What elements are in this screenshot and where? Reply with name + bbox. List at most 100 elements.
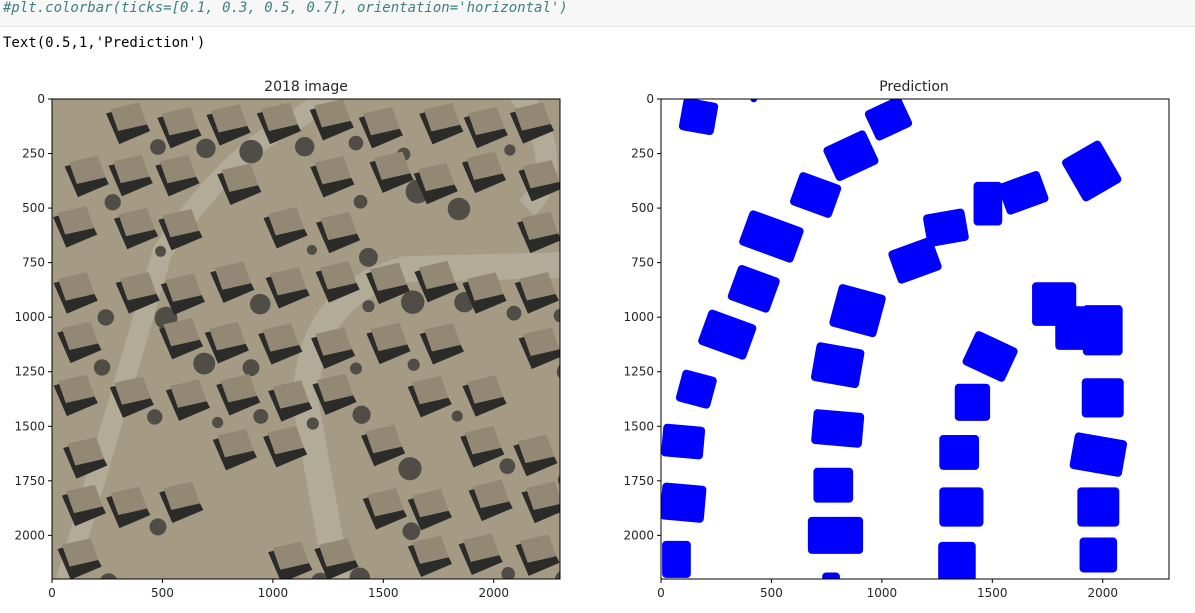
- house-roof: [525, 481, 560, 510]
- house-roof: [514, 102, 551, 131]
- ytick-label: 750: [22, 256, 45, 270]
- building-mask: [973, 181, 1003, 226]
- tree: [249, 293, 271, 315]
- building-mask: [811, 409, 865, 448]
- tree: [350, 362, 362, 375]
- tree: [348, 135, 364, 151]
- building-mask: [823, 130, 879, 182]
- ytick-label: 500: [631, 201, 654, 215]
- house-roof: [210, 104, 248, 133]
- building-mask: [1069, 432, 1128, 477]
- tree: [553, 308, 560, 323]
- house-roof: [468, 106, 505, 136]
- ytick-label: 750: [631, 256, 654, 270]
- xtick-label: 1500: [368, 586, 399, 600]
- tree: [306, 417, 319, 430]
- house-roof: [315, 327, 352, 356]
- tree: [561, 248, 577, 264]
- tree: [565, 195, 576, 206]
- building-mask: [939, 435, 980, 470]
- figure: 2018 image 0 500 1000 1500 2000 0 250 500 750 100…: [14, 79, 1170, 600]
- building-mask: [954, 383, 991, 421]
- building-mask: [822, 572, 840, 579]
- house-roof: [267, 425, 304, 455]
- tree: [253, 408, 269, 424]
- house-roof: [522, 160, 560, 189]
- house-roof: [314, 156, 352, 185]
- tree: [398, 457, 422, 481]
- prediction-mask: [661, 99, 1128, 579]
- house-roof: [519, 534, 557, 563]
- building-mask: [1082, 305, 1123, 356]
- ytick-label: 1000: [623, 310, 654, 324]
- house-roof: [220, 374, 258, 403]
- house-roof: [209, 322, 246, 351]
- tree: [402, 522, 421, 541]
- house-roof: [424, 323, 461, 352]
- house-roof: [316, 373, 354, 402]
- house-roof: [61, 538, 99, 567]
- tree: [147, 409, 163, 425]
- house-roof: [161, 107, 199, 136]
- ytick-label: 250: [631, 147, 654, 161]
- house-roof: [472, 479, 510, 509]
- building-mask: [678, 99, 719, 136]
- house-roof: [58, 272, 95, 301]
- house-roof: [269, 267, 307, 296]
- xtick-label: 0: [657, 586, 665, 600]
- house-roof: [463, 533, 500, 562]
- tree: [362, 300, 375, 313]
- house-roof: [110, 486, 148, 516]
- tree: [563, 516, 585, 538]
- tree: [242, 359, 260, 377]
- tree: [353, 194, 368, 209]
- house-roof: [517, 434, 555, 464]
- tree: [349, 567, 370, 579]
- xtick-label: 1000: [258, 586, 289, 600]
- building-mask: [807, 516, 864, 554]
- house-roof: [69, 155, 106, 184]
- house-roof: [418, 260, 456, 290]
- house-roof: [61, 321, 99, 351]
- house-roof: [466, 272, 504, 301]
- ytick-label: 250: [22, 147, 45, 161]
- house-roof: [370, 322, 408, 352]
- building-mask: [810, 342, 865, 389]
- ytick-label: 2000: [623, 528, 654, 542]
- house-roof: [170, 379, 207, 408]
- ytick-label: 1750: [623, 474, 654, 488]
- ytick-label: 1000: [14, 310, 45, 324]
- frame-left: [51, 98, 561, 580]
- tree: [358, 247, 378, 267]
- code-cell[interactable]: #plt.colorbar(ticks=[0.1, 0.3, 0.5, 0.7]…: [0, 0, 1195, 27]
- building-mask: [727, 264, 780, 313]
- xtick-label: 500: [151, 586, 174, 600]
- house-roof: [464, 426, 502, 455]
- building-mask: [1032, 282, 1077, 326]
- building-mask: [998, 171, 1049, 215]
- tree: [501, 567, 515, 579]
- building-mask: [698, 309, 757, 360]
- xtick-label: 0: [48, 586, 56, 600]
- house-roof: [217, 428, 254, 458]
- house-roof: [412, 375, 449, 405]
- house-roof: [363, 106, 400, 136]
- house-roof: [367, 488, 404, 517]
- house-roof: [272, 541, 310, 570]
- house-roof: [314, 99, 351, 128]
- tree: [352, 405, 371, 424]
- building-mask: [829, 284, 886, 338]
- building-mask: [739, 210, 804, 263]
- tree: [506, 305, 522, 321]
- house-roof: [221, 163, 259, 192]
- output-text: Text(0.5,1,'Prediction'): [3, 35, 206, 51]
- ytick-label: 2000: [14, 528, 45, 542]
- tree: [407, 358, 420, 371]
- tree: [155, 245, 167, 257]
- house-roof: [261, 102, 298, 131]
- building-mask: [813, 467, 854, 503]
- building-mask: [750, 99, 758, 103]
- house-roof: [318, 538, 356, 567]
- house-roof: [58, 374, 95, 404]
- house-roof: [159, 154, 197, 184]
